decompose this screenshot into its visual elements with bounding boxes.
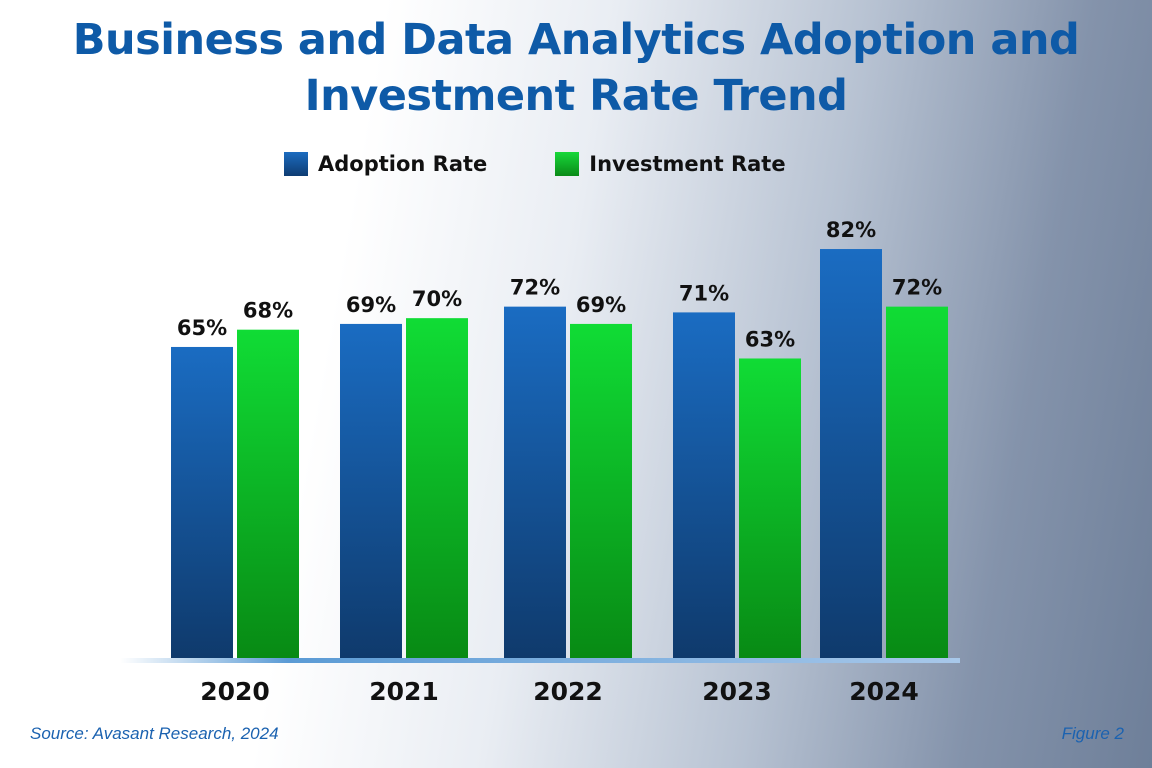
legend-label-adoption: Adoption Rate: [318, 152, 488, 176]
baseline: [120, 658, 960, 663]
investment-label-2023: 63%: [745, 327, 795, 351]
investment-label-2024: 72%: [892, 276, 942, 300]
legend-label-investment: Investment Rate: [589, 152, 786, 176]
x-tick-2023: 2023: [702, 677, 772, 706]
adoption-label-2023: 71%: [679, 281, 729, 305]
investment-bar-2021: [406, 318, 468, 658]
investment-bar-2022: [570, 323, 632, 658]
x-tick-2021: 2021: [369, 677, 439, 706]
adoption-bar-2023: [673, 312, 735, 658]
legend-swatch-investment: [555, 152, 580, 176]
adoption-bar-2021: [340, 323, 402, 658]
investment-bar-2023: [739, 358, 801, 658]
chart-title: Business and Data Analytics Adoption and…: [72, 15, 1080, 121]
investment-bar-2020: [237, 329, 299, 658]
x-tick-2020: 2020: [200, 677, 270, 706]
legend-swatch-adoption: [284, 152, 308, 176]
investment-bar-2024: [886, 306, 948, 658]
adoption-bar-2024: [820, 249, 882, 659]
figure-label: Figure 2: [1061, 724, 1124, 743]
adoption-bar-2020: [171, 346, 233, 658]
adoption-bar-2022: [504, 306, 566, 658]
source-note: Source: Avasant Research, 2024: [30, 724, 279, 743]
x-tick-2022: 2022: [533, 677, 603, 706]
investment-label-2020: 68%: [243, 299, 293, 323]
adoption-label-2024: 82%: [826, 218, 876, 242]
x-tick-2024: 2024: [849, 677, 919, 706]
investment-label-2022: 69%: [576, 293, 626, 317]
adoption-label-2022: 72%: [510, 276, 560, 300]
investment-label-2021: 70%: [412, 287, 462, 311]
adoption-label-2021: 69%: [346, 293, 396, 317]
adoption-label-2020: 65%: [177, 316, 227, 340]
legend-item-adoption: Adoption Rate: [284, 152, 487, 176]
legend: Adoption Rate Investment Rate: [284, 152, 854, 176]
legend-item-investment: Investment Rate: [555, 152, 786, 176]
